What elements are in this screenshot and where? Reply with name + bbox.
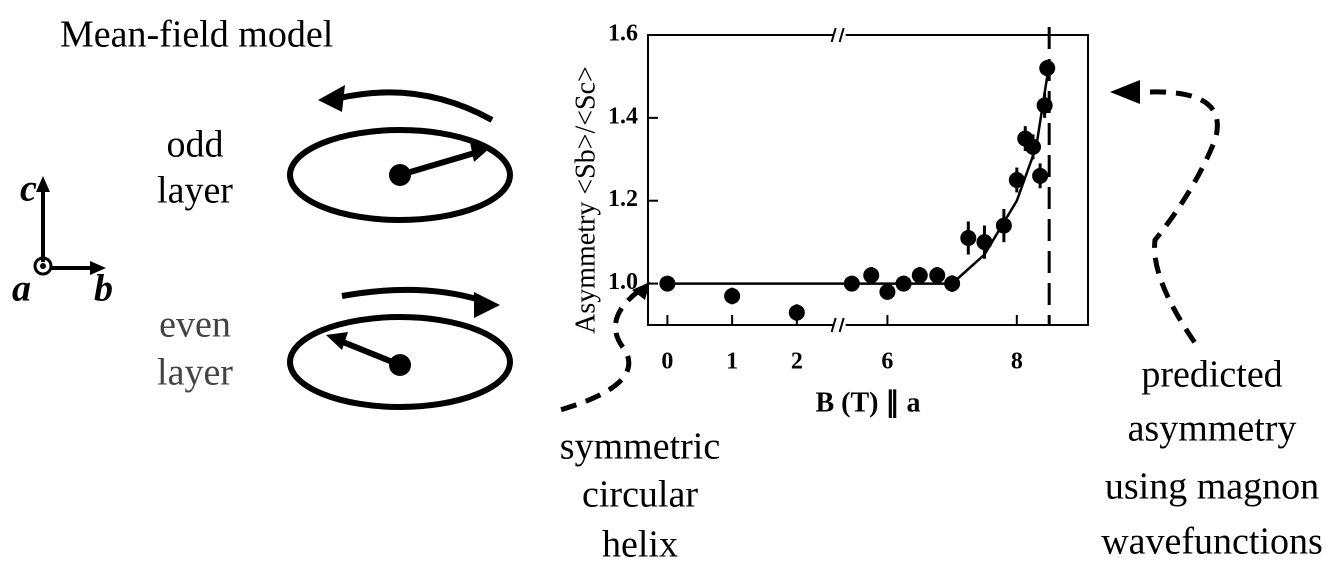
- data-point: [659, 275, 676, 292]
- odd-label: layer: [157, 170, 233, 212]
- even-label: even: [159, 304, 231, 346]
- data-point: [724, 288, 741, 304]
- y-tick-label: 1.4: [608, 103, 638, 129]
- spin-diagram: [33, 89, 1220, 413]
- x-tick-label: 0: [661, 349, 673, 375]
- x-tick-label: 8: [1011, 349, 1023, 375]
- data-point: [1039, 60, 1056, 77]
- x-axis-label: B (T) ∥ a: [816, 387, 921, 418]
- annotation: circular: [582, 474, 698, 516]
- annotation: asymmetry: [1128, 408, 1297, 450]
- axis-symbol: b: [94, 268, 113, 310]
- data-point: [1036, 97, 1053, 114]
- data-point: [995, 217, 1012, 234]
- axis-break: [830, 27, 845, 43]
- annotation: predicted: [1141, 354, 1282, 396]
- y-tick-label: 1.0: [608, 269, 638, 295]
- diagram-title: Mean-field model: [60, 14, 333, 56]
- data-point: [929, 267, 946, 284]
- y-axis-label: Asymmetry <Sb>/<Sc>: [570, 66, 601, 334]
- data-point: [879, 283, 896, 300]
- even-label: layer: [157, 352, 233, 394]
- data-point: [863, 267, 880, 284]
- data-point: [911, 267, 928, 284]
- plot-frame: [647, 34, 1089, 326]
- annotation: using magnon: [1105, 466, 1319, 508]
- data-point: [1025, 138, 1041, 155]
- x-tick-label: 1: [726, 349, 738, 375]
- data-point: [1008, 172, 1025, 188]
- x-tick-label: 2: [791, 349, 803, 375]
- fit-line: [667, 63, 1051, 285]
- axis-break: [830, 317, 845, 333]
- data-point: [1032, 167, 1049, 184]
- data-point: [960, 230, 977, 246]
- data-point: [788, 304, 805, 321]
- x-tick-label: 6: [881, 349, 893, 375]
- annotation: symmetric: [560, 426, 720, 468]
- data-point: [843, 275, 860, 292]
- axis-symbol: c: [20, 168, 37, 210]
- y-tick-label: 1.6: [608, 21, 638, 47]
- data-point: [944, 275, 961, 292]
- data-point: [895, 275, 912, 292]
- annotation: helix: [602, 524, 678, 566]
- y-tick-label: 1.2: [608, 186, 638, 212]
- data-point: [976, 234, 993, 251]
- arrowheads: [36, 80, 1140, 376]
- annotation: wavefunctions: [1101, 521, 1323, 563]
- axis-break: [833, 321, 846, 329]
- axis-break: [833, 31, 846, 39]
- odd-label: odd: [167, 124, 224, 166]
- axis-symbol: a: [12, 268, 31, 310]
